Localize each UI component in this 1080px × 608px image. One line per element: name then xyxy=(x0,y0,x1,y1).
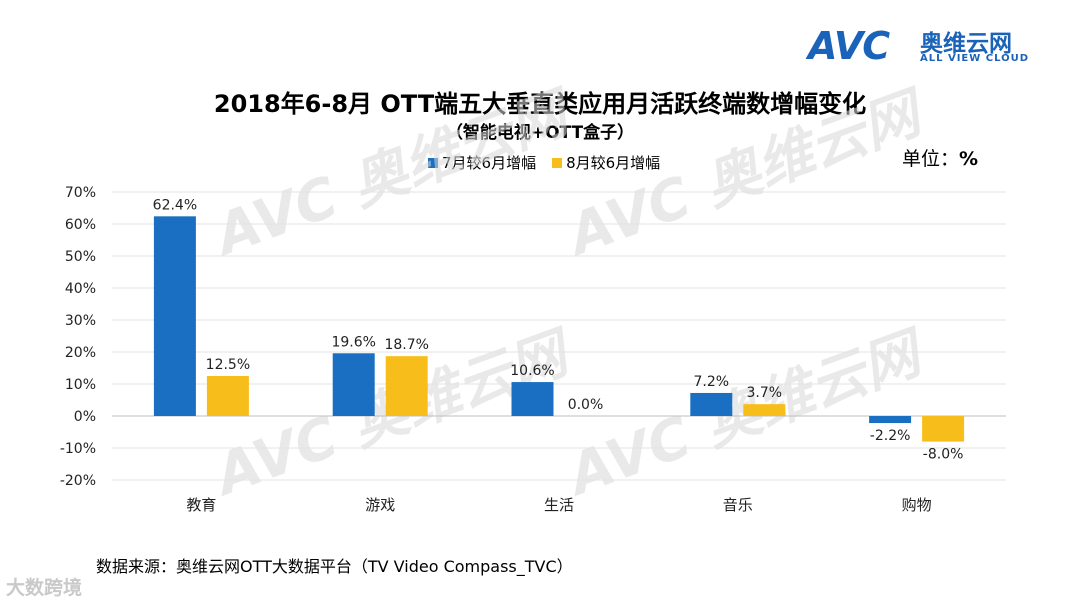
watermark-logo: AVC 奥维云网 xyxy=(557,79,936,270)
y-tick-label: -10% xyxy=(60,441,96,457)
logo-cn-text: 奥维云网 xyxy=(920,31,1012,57)
bar-july xyxy=(690,392,733,416)
legend-swatch-july xyxy=(428,157,438,168)
chart-title: 2018年6-8月 OTT端五大垂直类应用月活跃终端数增幅变化 xyxy=(213,90,867,118)
category-label: 生活 xyxy=(544,496,574,514)
bar-july xyxy=(869,416,912,424)
bar-august xyxy=(922,416,965,442)
data-source-note: 数据来源：奥维云网OTT大数据平台（TV Video Compass_TVC） xyxy=(96,557,573,576)
watermark-group: AVC 奥维云网 AVC 奥维云网 AVC 奥维云网 AVC 奥维云网 xyxy=(204,79,936,510)
unit-value: % xyxy=(959,148,979,170)
data-label: 3.7% xyxy=(747,385,783,401)
footer-watermark: 大数跨境 xyxy=(6,577,83,599)
data-label: -8.0% xyxy=(923,447,964,463)
bar-august xyxy=(206,376,249,416)
category-label: 教育 xyxy=(186,496,216,514)
brand-logo: AVC 奥维云网 ALL VIEW CLOUD xyxy=(808,24,1058,68)
data-label: -2.2% xyxy=(870,428,911,444)
bar-august xyxy=(743,404,786,416)
category-label: 购物 xyxy=(902,496,932,514)
y-tick-label: 40% xyxy=(65,281,96,297)
y-tick-label: 20% xyxy=(65,345,96,361)
category-label: 游戏 xyxy=(365,496,395,514)
y-tick-label: 50% xyxy=(65,249,96,265)
chart-subtitle: （智能电视+OTT盒子） xyxy=(445,123,635,143)
bar-july xyxy=(153,216,196,416)
legend-item-august: 8月较6月增幅 xyxy=(552,152,660,173)
bar-august xyxy=(385,356,428,416)
data-label: 19.6% xyxy=(331,334,375,350)
unit-label-text: 单位： xyxy=(902,148,960,170)
y-tick-label: 0% xyxy=(74,409,96,425)
legend-label-august: 8月较6月增幅 xyxy=(566,154,661,172)
y-tick-label: 70% xyxy=(65,185,96,201)
data-label: 12.5% xyxy=(206,357,250,373)
logo-en-text: ALL VIEW CLOUD xyxy=(920,53,1030,64)
logo-avc-text: AVC xyxy=(808,24,890,68)
data-label: 0.0% xyxy=(568,397,604,413)
y-tick-label: 30% xyxy=(65,313,96,329)
bar-july xyxy=(332,353,375,416)
data-label: 62.4% xyxy=(153,197,197,213)
bar-july xyxy=(511,382,554,416)
unit-label: 单位：% xyxy=(902,144,978,171)
data-label: 7.2% xyxy=(694,374,730,390)
legend-swatch-august xyxy=(552,157,563,168)
chart-legend: 7月较6月增幅 8月较6月增幅 xyxy=(428,152,676,173)
legend-item-july: 7月较6月增幅 xyxy=(428,152,536,173)
data-label: 18.7% xyxy=(384,337,428,353)
watermark-logo: AVC 奥维云网 xyxy=(204,79,583,270)
y-tick-label: -20% xyxy=(60,473,96,489)
category-label: 音乐 xyxy=(723,496,753,514)
y-tick-label: 10% xyxy=(65,377,96,393)
legend-label-july: 7月较6月增幅 xyxy=(442,154,537,172)
data-label: 10.6% xyxy=(510,363,554,379)
y-tick-label: 60% xyxy=(65,217,96,233)
